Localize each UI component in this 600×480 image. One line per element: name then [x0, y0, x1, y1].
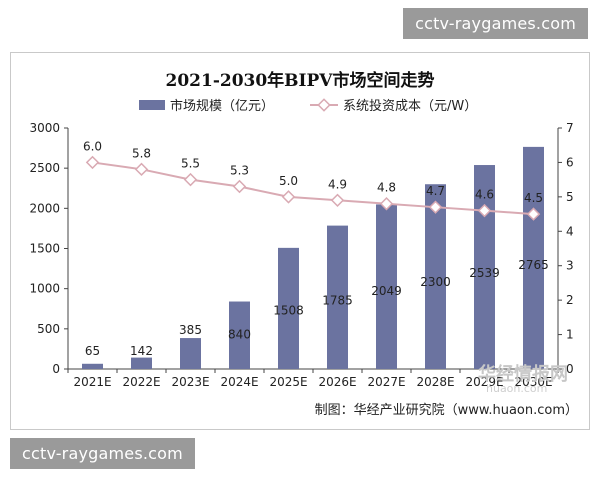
bar	[523, 146, 544, 369]
logo-watermark: 华经情报网 huaon.com	[478, 363, 568, 395]
cost-line-value-label: 5.5	[181, 157, 200, 171]
y-right-tick-label: 2	[566, 293, 574, 307]
bar	[278, 247, 299, 369]
y-right-tick-label: 1	[566, 328, 574, 342]
x-tick-label: 2022E	[122, 375, 160, 389]
cost-line-value-label: 5.8	[132, 146, 151, 160]
cost-line-value-label: 4.8	[377, 181, 396, 195]
chart-title: 2021-2030年BIPV市场空间走势	[166, 70, 435, 91]
y-left-tick-label: 1000	[29, 282, 60, 296]
y-left-tick-labels: 0 500 1000 1500 2000 2500 3000	[29, 121, 60, 376]
x-tick-labels: 2021E 2022E 2023E 2024E 2025E 2026E 2027E 2028E…	[73, 375, 552, 389]
cost-line-point	[281, 190, 296, 204]
legend-line-label: 系统投资成本（元/W）	[343, 98, 477, 114]
cost-line-point	[85, 155, 100, 170]
x-tick-label: 2021E	[73, 375, 111, 389]
bar-value-label: 385	[179, 323, 202, 337]
bar-value-label: 142	[130, 344, 153, 358]
x-tick-label: 2030E	[514, 375, 552, 389]
cost-line-point	[428, 200, 443, 214]
legend-bar-swatch	[139, 100, 165, 110]
y-left-tick-label: 2500	[29, 161, 60, 175]
logo-watermark-url: huaon.com	[486, 382, 547, 395]
line-labels: 6.0 5.8 5.5 5.3 5.0 4.9 4.8 4.7 4.6 4.5	[83, 139, 543, 205]
bars	[82, 146, 544, 369]
y-right-tick-label: 7	[566, 121, 574, 135]
y-left-tick-label: 500	[37, 322, 60, 336]
x-tick-label: 2024E	[220, 375, 258, 389]
bar	[180, 338, 201, 369]
cost-line-value-label: 6.0	[83, 139, 102, 153]
logo-watermark-name: 华经情报网	[478, 363, 568, 385]
x-tick-label: 2023E	[171, 375, 209, 389]
bar	[474, 165, 495, 369]
bar-value-label: 2300	[420, 275, 451, 289]
bar	[82, 363, 103, 369]
cost-line-value-label: 4.7	[426, 184, 445, 198]
x-tick-label: 2028E	[416, 375, 454, 389]
y-left-tick-label: 0	[52, 362, 60, 376]
bar	[131, 357, 152, 369]
cost-line-value-label: 5.3	[230, 164, 249, 178]
y-right-tick-label: 3	[566, 259, 574, 273]
cost-line-point	[330, 193, 345, 208]
cost-line-path	[92, 161, 534, 216]
cost-line	[85, 155, 541, 221]
cost-line-value-label: 4.5	[524, 191, 543, 205]
y-left-tick-label: 3000	[29, 121, 60, 135]
bar-value-label: 1508	[273, 303, 304, 317]
bar-value-label: 2765	[518, 258, 549, 272]
x-tick-label: 2026E	[318, 375, 356, 389]
bar	[376, 204, 397, 369]
bar-value-label: 840	[228, 328, 251, 342]
legend-bar-label: 市场规模（亿元）	[170, 98, 274, 114]
cost-line-point	[526, 207, 541, 221]
bar	[327, 225, 348, 369]
x-tick-label: 2027E	[367, 375, 405, 389]
cost-line-value-label: 5.0	[279, 174, 298, 188]
bar-value-label: 1785	[322, 293, 353, 307]
bar	[229, 301, 250, 369]
y-right-tick-labels: 0 1 2 3 4 5 6 7	[566, 121, 574, 376]
y-left-tick-label: 2000	[29, 201, 60, 215]
cost-line-point	[232, 179, 247, 194]
y-right-tick-label: 5	[566, 190, 574, 204]
watermark-bottom: cctv-raygames.com	[10, 438, 195, 469]
cost-line-point	[183, 172, 198, 187]
bar	[425, 184, 446, 369]
y-right-tick-label: 4	[566, 224, 574, 238]
y-left-tick-label: 1500	[29, 242, 60, 256]
watermark-top: cctv-raygames.com	[403, 8, 588, 39]
cost-line-point	[379, 197, 394, 211]
source-note: 制图：华经产业研究院（www.huaon.com）	[315, 403, 578, 418]
y-right-tick-label: 0	[566, 362, 574, 376]
x-tick-label: 2025E	[269, 375, 307, 389]
legend: 市场规模（亿元） 系统投资成本（元/W）	[139, 98, 477, 114]
cost-line-value-label: 4.9	[328, 177, 347, 191]
cost-line-point	[477, 203, 492, 218]
bar-value-label: 65	[85, 344, 100, 358]
bar-value-label: 2539	[469, 266, 500, 280]
y-right-tick-label: 6	[566, 155, 574, 169]
bar-labels: 65 142 385 840 1508 1785 2049 2300 2539 2765	[85, 258, 549, 358]
bar-value-label: 2049	[371, 284, 402, 298]
cost-line-value-label: 4.6	[475, 188, 494, 202]
cost-line-point	[134, 162, 149, 177]
legend-line-marker	[317, 98, 331, 112]
x-tick-label: 2029E	[465, 375, 503, 389]
